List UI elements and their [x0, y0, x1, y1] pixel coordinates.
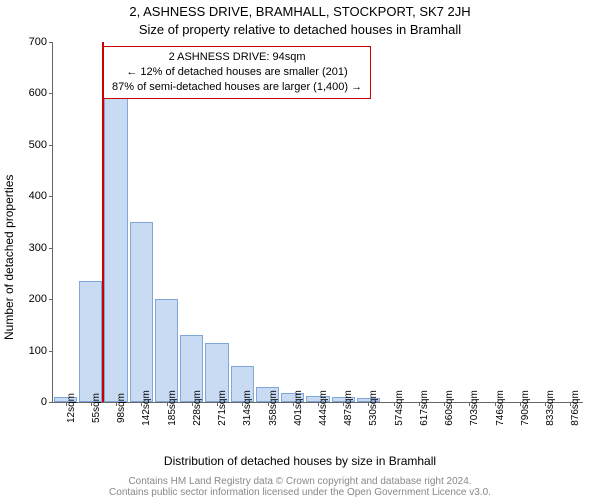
x-tick-label: 98sqm — [116, 393, 127, 423]
x-tick-label: 444sqm — [318, 390, 329, 426]
histogram-bar — [104, 93, 127, 402]
chart-title-subtitle: Size of property relative to detached ho… — [0, 22, 600, 37]
y-tick-mark — [49, 196, 53, 197]
y-tick-label: 300 — [29, 242, 47, 254]
x-tick-label: 401sqm — [293, 390, 304, 426]
histogram-bar — [155, 299, 178, 402]
x-tick-label: 358sqm — [268, 390, 279, 426]
histogram-bar — [79, 281, 102, 402]
y-tick-mark — [49, 299, 53, 300]
x-tick-label: 660sqm — [444, 390, 455, 426]
plot-area: 010020030040050060070012sqm55sqm98sqm142… — [52, 42, 583, 403]
y-tick-label: 400 — [29, 190, 47, 202]
property-annotation-box: 2 ASHNESS DRIVE: 94sqm← 12% of detached … — [103, 46, 371, 99]
x-tick-label: 703sqm — [469, 390, 480, 426]
property-size-histogram: 2, ASHNESS DRIVE, BRAMHALL, STOCKPORT, S… — [0, 0, 600, 500]
x-tick-label: 790sqm — [520, 390, 531, 426]
x-tick-label: 12sqm — [66, 393, 77, 423]
annotation-line: 2 ASHNESS DRIVE: 94sqm — [112, 50, 362, 65]
histogram-bar — [130, 222, 153, 402]
y-tick-mark — [49, 42, 53, 43]
x-tick-label: 228sqm — [192, 390, 203, 426]
y-tick-mark — [49, 145, 53, 146]
x-tick-label: 746sqm — [495, 390, 506, 426]
x-tick-label: 487sqm — [343, 390, 354, 426]
y-tick-label: 500 — [29, 139, 47, 151]
y-tick-label: 100 — [29, 345, 47, 357]
y-tick-mark — [49, 351, 53, 352]
x-tick-label: 876sqm — [570, 390, 581, 426]
annotation-line: 87% of semi-detached houses are larger (… — [112, 80, 362, 95]
x-tick-label: 314sqm — [242, 390, 253, 426]
footer-line-1: Contains HM Land Registry data © Crown c… — [0, 476, 600, 487]
x-axis-label: Distribution of detached houses by size … — [0, 454, 600, 468]
chart-title-address: 2, ASHNESS DRIVE, BRAMHALL, STOCKPORT, S… — [0, 4, 600, 19]
x-tick-label: 271sqm — [217, 390, 228, 426]
x-tick-label: 530sqm — [368, 390, 379, 426]
x-tick-label: 574sqm — [394, 390, 405, 426]
y-tick-label: 700 — [29, 36, 47, 48]
x-tick-label: 617sqm — [419, 390, 430, 426]
x-tick-label: 142sqm — [141, 390, 152, 426]
annotation-line: ← 12% of detached houses are smaller (20… — [112, 65, 362, 80]
y-tick-label: 0 — [41, 396, 47, 408]
y-tick-label: 600 — [29, 87, 47, 99]
footer-line-2: Contains public sector information licen… — [0, 487, 600, 498]
y-tick-mark — [49, 93, 53, 94]
y-tick-mark — [49, 402, 53, 403]
x-tick-label: 55sqm — [91, 393, 102, 423]
y-tick-label: 200 — [29, 293, 47, 305]
x-tick-label: 833sqm — [545, 390, 556, 426]
y-tick-mark — [49, 248, 53, 249]
x-tick-label: 185sqm — [167, 390, 178, 426]
attribution-footer: Contains HM Land Registry data © Crown c… — [0, 476, 600, 498]
y-axis-label: Number of detached properties — [2, 175, 16, 340]
